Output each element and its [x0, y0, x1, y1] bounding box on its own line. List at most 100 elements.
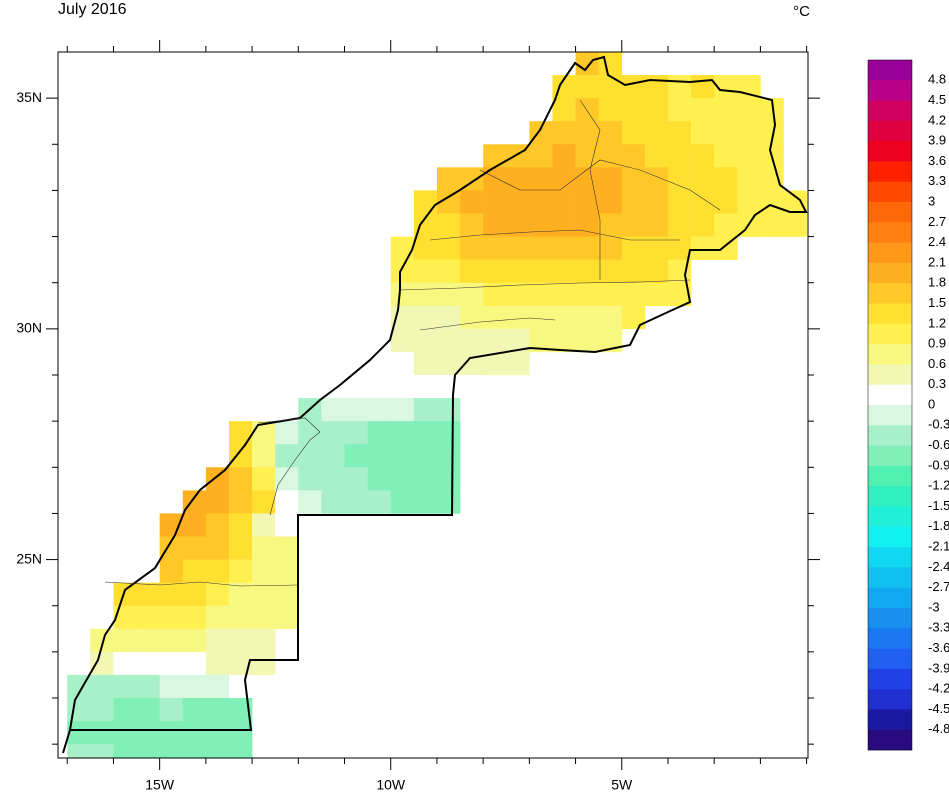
y-tick-label: 25N	[16, 550, 42, 566]
grid-cell	[460, 236, 484, 260]
grid-cell	[413, 351, 438, 376]
grid-cell	[321, 444, 345, 468]
grid-cell	[344, 490, 368, 514]
grid-cell	[136, 582, 160, 607]
colorbar-box	[868, 141, 912, 162]
grid-cell	[90, 698, 114, 722]
grid-cell	[691, 144, 715, 168]
grid-cell	[691, 75, 715, 99]
grid-cell	[760, 121, 784, 145]
colorbar-label: -0.3	[928, 417, 949, 432]
grid-cell	[483, 167, 507, 191]
grid-cell	[714, 213, 738, 237]
grid-cell	[598, 328, 623, 353]
grid-cell	[136, 605, 160, 630]
grid-cell	[621, 75, 646, 99]
grid-cell	[182, 513, 207, 537]
grid-cell	[552, 305, 576, 330]
grid-cell	[275, 536, 299, 560]
grid-cell	[228, 651, 253, 676]
grid-cell	[575, 52, 599, 76]
colorbar-label: -0.6	[928, 437, 949, 452]
grid-cell	[113, 744, 137, 758]
grid-cell	[760, 167, 784, 191]
grid-cell	[252, 444, 276, 468]
grid-cell	[575, 328, 599, 353]
grid-cell	[205, 651, 230, 676]
grid-cell	[413, 236, 438, 260]
grid-cell	[413, 398, 438, 422]
grid-cell	[436, 490, 461, 514]
grid-cell	[367, 375, 392, 399]
grid-cell	[598, 167, 623, 191]
grid-cell	[182, 744, 207, 758]
grid-cell	[529, 328, 553, 353]
grid-cell	[413, 282, 438, 307]
grid-cell	[460, 190, 484, 214]
grid-cell	[575, 259, 599, 284]
grid-cell	[275, 490, 299, 514]
y-tick-label: 30N	[16, 320, 42, 336]
grid-cell	[644, 236, 669, 260]
grid-cell	[667, 98, 692, 122]
colorbar-box	[868, 486, 912, 507]
grid-cell	[159, 559, 184, 583]
grid-cell	[390, 467, 415, 491]
grid-cell	[205, 605, 230, 630]
grid-cell	[205, 559, 230, 583]
grid-cell	[691, 236, 715, 260]
grid-cell	[252, 605, 276, 630]
colorbar-box	[868, 567, 912, 588]
grid-cell	[552, 167, 576, 191]
grid-cell	[252, 490, 276, 514]
colorbar-box	[868, 60, 912, 81]
grid-cell	[90, 628, 114, 653]
grid-cell	[529, 259, 553, 284]
grid-cell	[760, 213, 784, 237]
grid-cell	[714, 121, 738, 145]
grid-cell	[159, 744, 184, 758]
grid-cell	[298, 467, 322, 491]
colorbar-label: 2.7	[928, 214, 946, 229]
grid-cell	[67, 698, 91, 722]
grid-cell	[182, 536, 207, 560]
grid-cell	[275, 582, 299, 607]
colorbar-box	[868, 202, 912, 223]
grid-cell	[529, 190, 553, 214]
colorbar-box	[868, 709, 912, 731]
grid-cell	[113, 698, 137, 722]
colorbar-label: -4.5	[928, 701, 949, 716]
grid-cell	[436, 375, 461, 399]
grid-cell	[644, 213, 669, 237]
grid-cell	[367, 490, 392, 514]
grid-cell	[598, 75, 623, 99]
grid-cell	[182, 651, 207, 676]
colorbar-box	[868, 587, 912, 609]
grid-cell	[113, 651, 137, 676]
grid-cell	[182, 559, 207, 583]
colorbar-box	[868, 668, 912, 690]
grid-cell	[621, 190, 646, 214]
grid-cell	[321, 467, 345, 491]
colorbar-label: 0.3	[928, 376, 946, 391]
grid-cell	[667, 236, 692, 260]
grid-cell	[621, 98, 646, 122]
grid-cell	[691, 190, 715, 214]
grid-cell	[667, 75, 692, 99]
grid-cell	[159, 721, 184, 745]
grid-cell	[552, 121, 576, 145]
colorbar-label: 1.5	[928, 295, 946, 310]
grid-cell	[159, 628, 184, 653]
x-tick-label: 15W	[145, 777, 175, 793]
grid-cell	[182, 628, 207, 653]
grid-cell	[413, 305, 438, 330]
grid-cell	[205, 628, 230, 653]
grid-cell	[552, 328, 576, 353]
grid-cell	[737, 98, 761, 122]
grid-cell	[483, 144, 507, 168]
grid-cell	[298, 490, 322, 514]
axes: 15W 10W 5W 25N 30N 35N	[16, 40, 820, 793]
grid-cell	[252, 628, 276, 653]
grid-cell	[714, 190, 738, 214]
